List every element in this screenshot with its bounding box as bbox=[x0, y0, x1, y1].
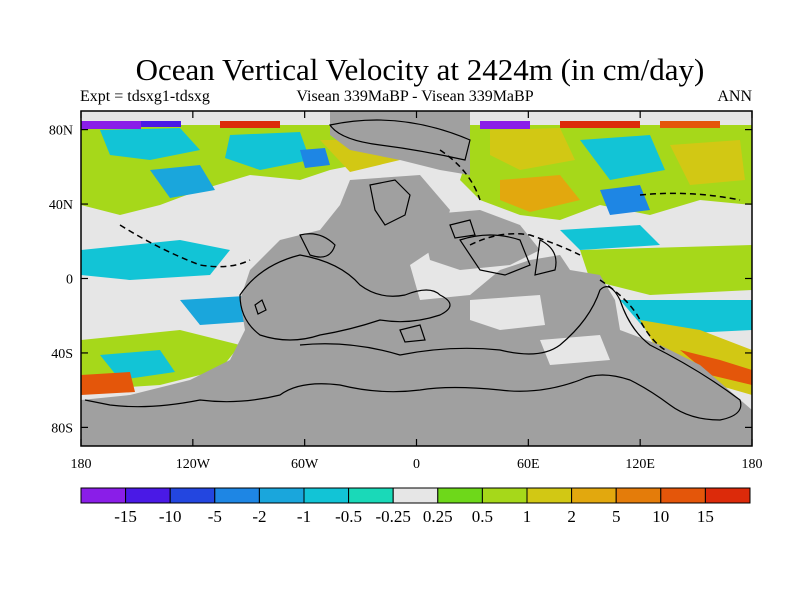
ocean-basin bbox=[540, 335, 610, 365]
field-patch bbox=[560, 225, 660, 250]
colorbar-swatch bbox=[615, 487, 662, 504]
zero-contour bbox=[599, 279, 666, 351]
x-tick-label: 120E bbox=[625, 457, 655, 472]
x-tick-label: 120W bbox=[176, 457, 211, 472]
y-tick-label: 80N bbox=[49, 124, 73, 139]
colorbar-swatch bbox=[80, 487, 127, 504]
field-patch bbox=[680, 350, 752, 385]
colorbar-label: 0.5 bbox=[472, 507, 493, 526]
field-patch bbox=[660, 121, 720, 128]
coastline bbox=[459, 234, 531, 276]
x-tick-label: 60W bbox=[291, 457, 319, 472]
field-patch bbox=[300, 148, 330, 168]
colorbar-swatch bbox=[214, 487, 260, 504]
y-tick-label: 0 bbox=[66, 273, 73, 288]
colorbar-label: 15 bbox=[697, 507, 714, 526]
season-label: ANN bbox=[717, 88, 752, 105]
field-patch bbox=[560, 121, 640, 128]
coastline bbox=[534, 239, 557, 276]
field-patch bbox=[500, 175, 580, 212]
map-area bbox=[81, 111, 752, 446]
field-patch bbox=[81, 372, 135, 395]
colorbar-swatch bbox=[704, 487, 751, 504]
coastline bbox=[329, 119, 471, 161]
chart-title: Ocean Vertical Velocity at 2424m (in cm/… bbox=[135, 52, 705, 87]
colorbar-label: 0.25 bbox=[423, 507, 453, 526]
field-patch bbox=[480, 121, 530, 129]
field-patch bbox=[670, 140, 745, 185]
field-patch bbox=[100, 350, 175, 380]
colorbar-swatch bbox=[571, 487, 617, 504]
x-tick-label: 0 bbox=[413, 457, 420, 472]
colorbar-label: 2 bbox=[567, 507, 576, 526]
x-tick-label: 180 bbox=[71, 457, 92, 472]
zero-contour bbox=[469, 233, 581, 256]
colorbar-label: -0.25 bbox=[375, 507, 410, 526]
field-patch bbox=[150, 165, 215, 198]
colorbar-label: 10 bbox=[652, 507, 669, 526]
y-tick-label: 40N bbox=[49, 198, 73, 213]
zero-contour bbox=[119, 224, 251, 268]
colorbar-swatch bbox=[125, 487, 171, 504]
colorbar-swatch bbox=[303, 487, 350, 504]
colorbar-label: 5 bbox=[612, 507, 621, 526]
colorbar: -15 -10 -5 -2 -1 -0.5 -0.25 0.25 0.5 1 2 5 10 15 bbox=[80, 487, 751, 526]
field-patch bbox=[81, 121, 141, 129]
colorbar-swatch bbox=[481, 487, 528, 504]
field-patch bbox=[580, 135, 665, 180]
zero-contour bbox=[639, 192, 741, 201]
coastlines bbox=[84, 119, 742, 421]
colorbar-label: -2 bbox=[252, 507, 266, 526]
colorbar-label: -1 bbox=[297, 507, 311, 526]
coastline bbox=[369, 179, 411, 226]
land-region bbox=[330, 111, 470, 175]
x-tick-label: 180 bbox=[742, 457, 763, 472]
colorbar-label: -10 bbox=[159, 507, 182, 526]
colorbar-swatch bbox=[258, 487, 305, 504]
field-patch bbox=[100, 128, 200, 160]
coastline bbox=[399, 324, 426, 343]
coastline bbox=[254, 299, 267, 315]
period-label: Visean 339MaBP - Visean 339MaBP bbox=[296, 88, 534, 105]
y-tick-label: 40S bbox=[51, 347, 73, 362]
axis-ticks: 180 120W 60W 0 60E 120E 180 80N 40N 0 40S 80S bbox=[49, 111, 763, 472]
field-patch bbox=[580, 245, 752, 295]
colorbar-swatch bbox=[660, 487, 706, 504]
x-tick-label: 60E bbox=[517, 457, 540, 472]
field-patch bbox=[220, 121, 280, 128]
colorbar-swatch bbox=[169, 487, 216, 504]
coastline bbox=[84, 286, 742, 421]
experiment-label: Expt = tdsxg1-tdsxg bbox=[80, 88, 210, 105]
field-patch bbox=[600, 185, 650, 215]
colorbar-label: -0.5 bbox=[335, 507, 362, 526]
field-patch bbox=[81, 240, 230, 280]
zero-contours bbox=[119, 149, 741, 351]
coastline bbox=[299, 233, 336, 258]
colorbar-label: 1 bbox=[523, 507, 532, 526]
colorbar-label: -15 bbox=[114, 507, 137, 526]
colorbar-label: -5 bbox=[208, 507, 222, 526]
field-patch bbox=[490, 128, 575, 170]
colorbar-swatch bbox=[392, 487, 439, 504]
coastline bbox=[239, 254, 451, 341]
coastline bbox=[449, 219, 476, 239]
colorbar-swatch bbox=[437, 487, 483, 504]
zero-contour bbox=[439, 149, 481, 201]
colorbar-swatch bbox=[526, 487, 573, 504]
field-patch bbox=[225, 132, 310, 170]
colorbar-swatch bbox=[348, 487, 394, 504]
field-patch bbox=[141, 121, 181, 127]
ocean-basin bbox=[470, 295, 545, 330]
y-tick-label: 80S bbox=[51, 421, 73, 436]
